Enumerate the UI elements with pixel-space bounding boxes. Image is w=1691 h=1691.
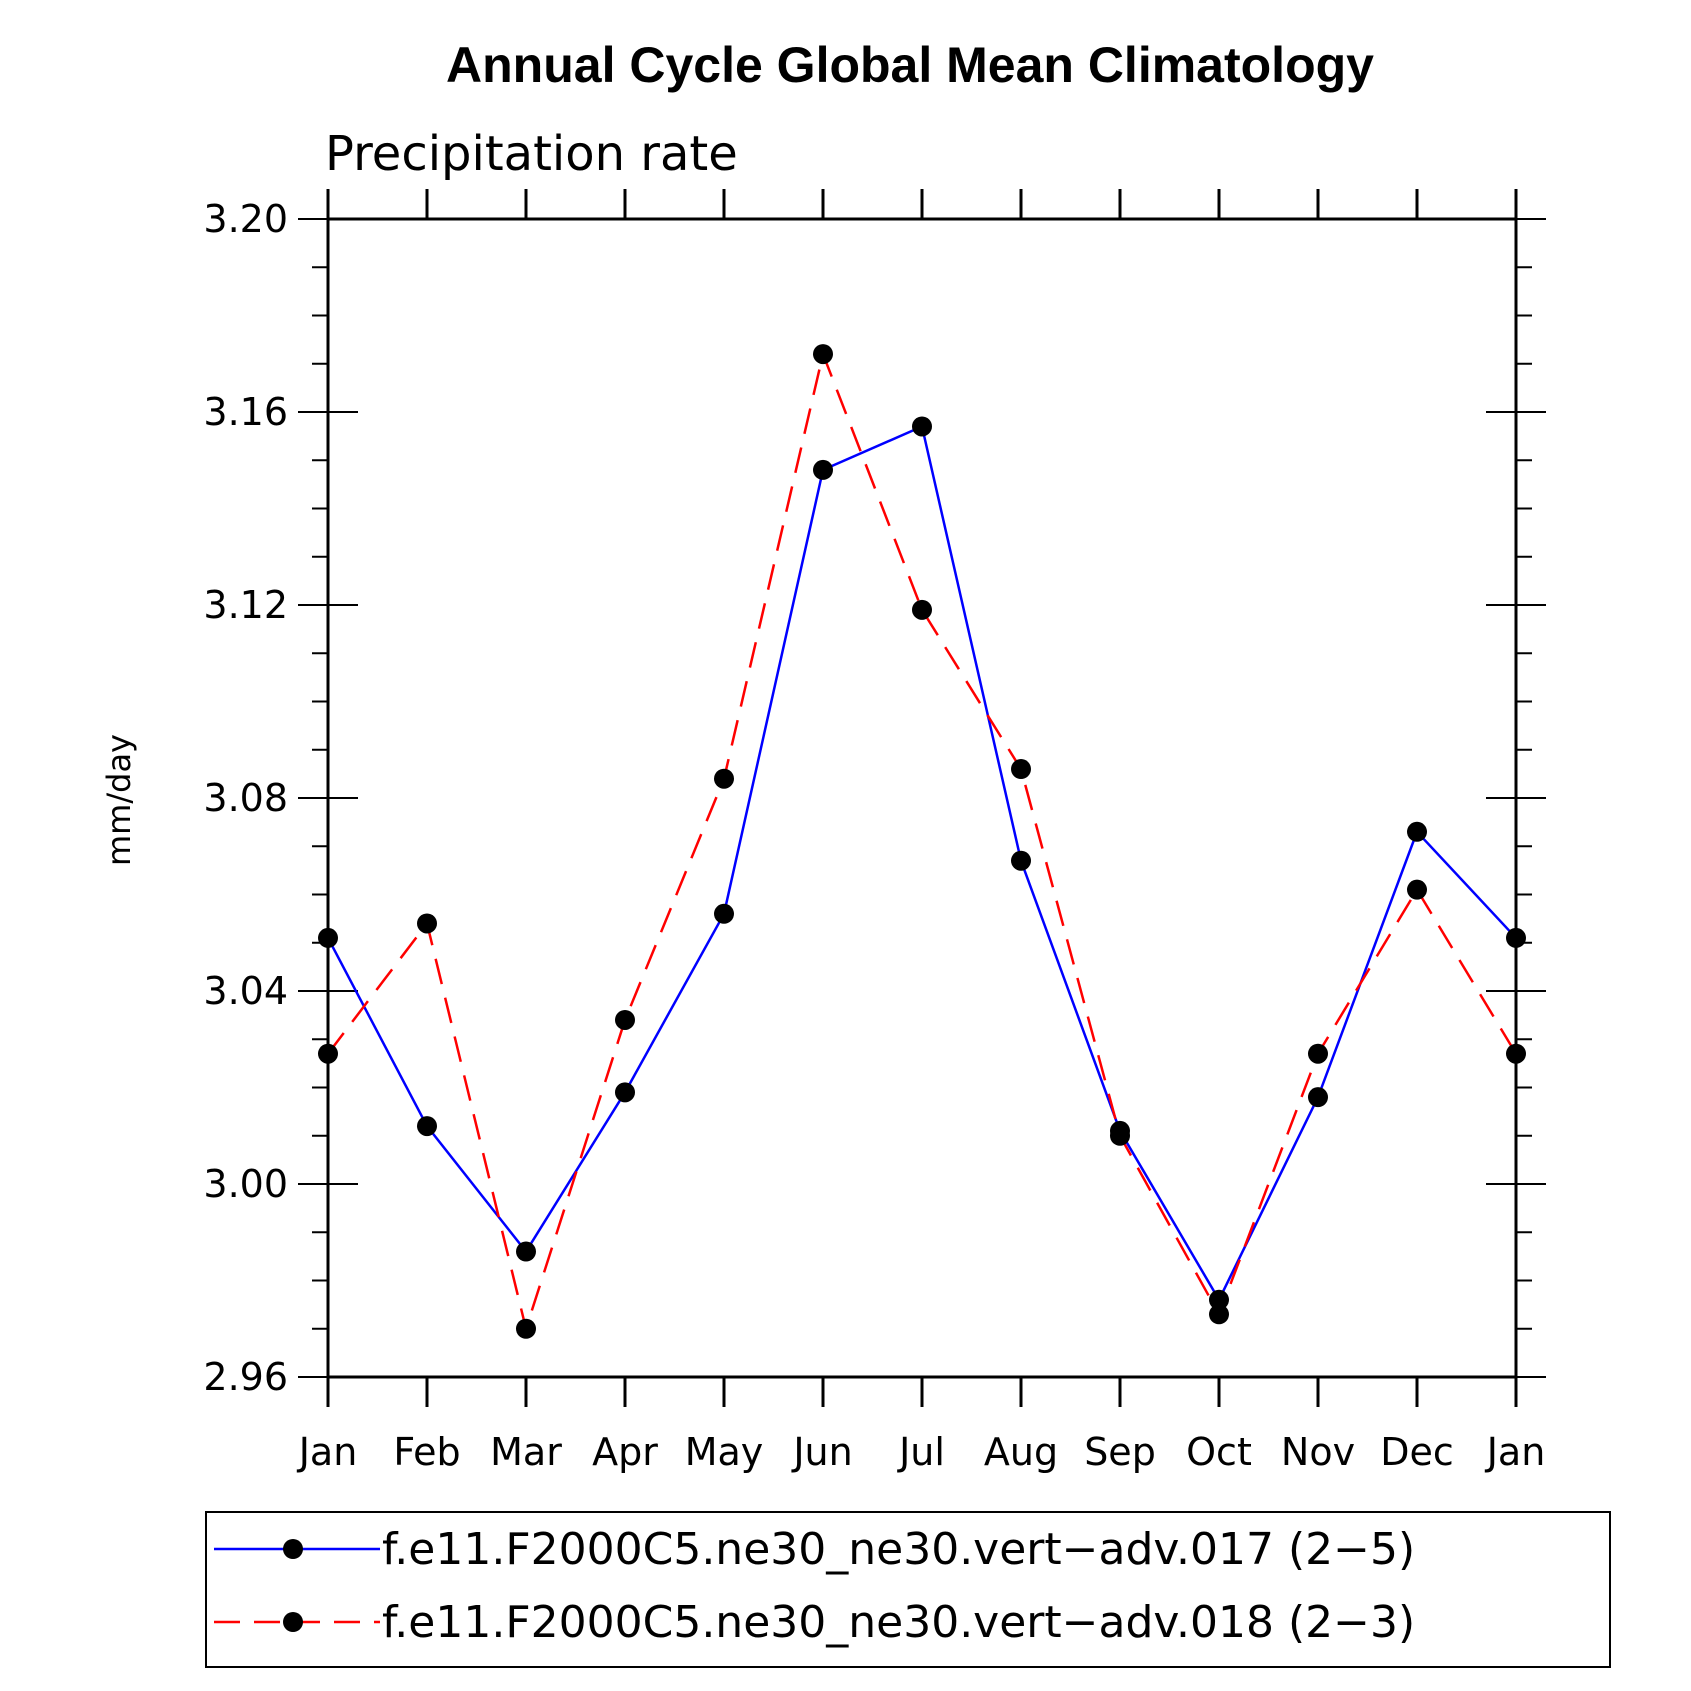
- x-tick-label: Sep: [1084, 1430, 1156, 1474]
- x-tick-label: Oct: [1186, 1430, 1252, 1474]
- data-point: [1110, 1125, 1130, 1146]
- y-tick-label: 3.00: [203, 1162, 288, 1206]
- y-tick-label: 3.04: [203, 969, 288, 1013]
- data-point: [1209, 1304, 1229, 1325]
- series-line: [326, 424, 1517, 1303]
- x-tick-label: Aug: [984, 1430, 1058, 1474]
- data-point: [714, 768, 734, 789]
- axis-ticks: [298, 189, 1546, 1407]
- chart-title: Annual Cycle Global Mean Climatology: [446, 37, 1374, 93]
- x-tick-label: Feb: [393, 1430, 460, 1474]
- y-tick-label: 2.96: [203, 1355, 288, 1399]
- x-tick-label: Jan: [1485, 1430, 1546, 1474]
- data-point: [615, 1009, 635, 1030]
- data-point: [1011, 850, 1031, 871]
- legend-marker: [283, 1539, 303, 1559]
- chart-subtitle: Precipitation rate: [325, 126, 738, 182]
- x-tick-label: Jan: [297, 1430, 358, 1474]
- series-2: [327, 349, 1518, 1334]
- data-point: [1308, 1043, 1328, 1064]
- series-layer: [318, 344, 1526, 1339]
- data-point: [1506, 1043, 1526, 1064]
- y-tick-labels: 3.20 3.16 3.12 3.08 3.04 3.00 2.96: [203, 197, 288, 1399]
- data-point: [912, 599, 932, 620]
- legend-entries: f.e11.F2000C5.ne30_ne30.vert−adv.017 (2−…: [214, 1524, 1415, 1648]
- data-point: [813, 459, 833, 480]
- data-point: [516, 1241, 536, 1262]
- y-tick-label: 3.12: [203, 583, 288, 627]
- x-tick-label: Jun: [791, 1430, 852, 1474]
- legend-label: f.e11.F2000C5.ne30_ne30.vert−adv.018 (2−…: [382, 1597, 1415, 1648]
- series-line: [327, 349, 1518, 1334]
- series-1-points: [318, 416, 1526, 1310]
- x-tick-label: Nov: [1281, 1430, 1355, 1474]
- data-point: [1506, 927, 1526, 948]
- data-point: [1209, 1289, 1229, 1310]
- legend: f.e11.F2000C5.ne30_ne30.vert−adv.017 (2−…: [205, 1511, 1611, 1668]
- x-tick-label: Dec: [1380, 1430, 1454, 1474]
- data-point: [615, 1082, 635, 1103]
- data-point: [714, 903, 734, 924]
- data-point: [516, 1318, 536, 1339]
- series-2-points: [318, 344, 1526, 1339]
- data-point: [1407, 879, 1427, 900]
- x-tick-labels: Jan Feb Mar Apr May Jun Jul Aug Sep Oct Nov Dec Jan: [297, 1430, 1546, 1474]
- x-tick-label: May: [685, 1430, 764, 1474]
- data-point: [318, 927, 338, 948]
- legend-marker: [283, 1612, 303, 1632]
- data-point: [417, 1116, 437, 1137]
- x-tick-label: Jul: [897, 1430, 945, 1474]
- data-point: [1011, 759, 1031, 780]
- x-tick-label: Mar: [490, 1430, 562, 1474]
- plot-frame: [326, 217, 1518, 1379]
- y-tick-label: 3.08: [203, 776, 288, 820]
- data-point: [318, 1043, 338, 1064]
- y-tick-label: 3.16: [203, 390, 288, 434]
- data-point: [912, 416, 932, 437]
- data-point: [813, 344, 833, 365]
- legend-label: f.e11.F2000C5.ne30_ne30.vert−adv.017 (2−…: [382, 1524, 1415, 1575]
- legend-box: [205, 1511, 1611, 1668]
- data-point: [417, 913, 437, 934]
- data-point: [1308, 1087, 1328, 1108]
- y-tick-label: 3.20: [203, 197, 288, 241]
- x-tick-label: Apr: [592, 1430, 658, 1474]
- y-axis-label: mm/day: [100, 734, 138, 866]
- series-1: [326, 424, 1517, 1303]
- data-point: [1407, 821, 1427, 842]
